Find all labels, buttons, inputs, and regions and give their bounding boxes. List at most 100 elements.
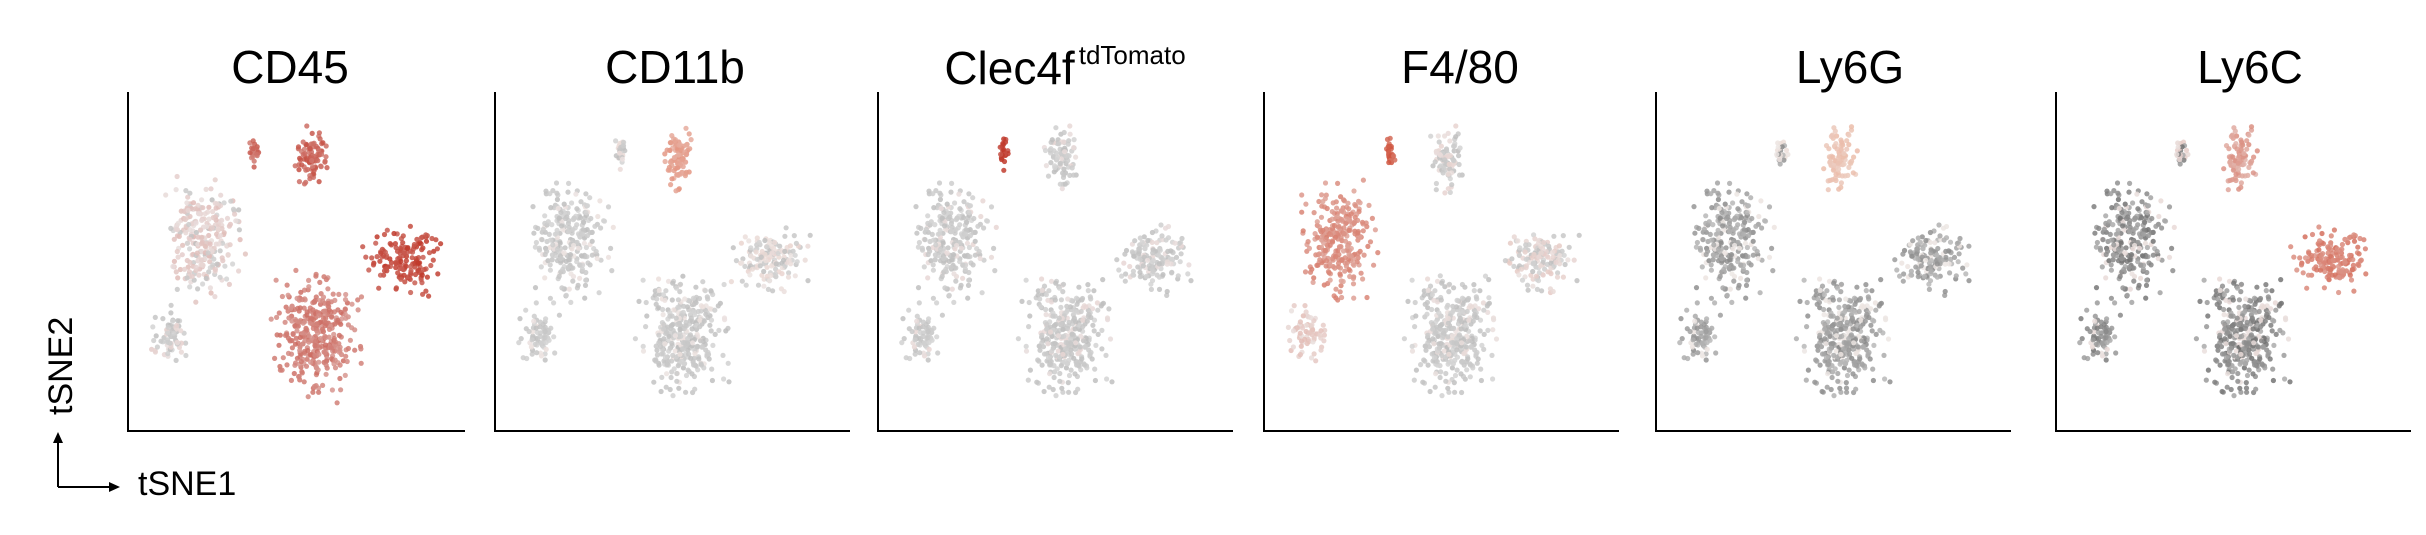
- scatter-point: [1758, 198, 1764, 204]
- scatter-point: [1821, 312, 1827, 318]
- scatter-point: [1745, 233, 1751, 239]
- scatter-point: [1538, 250, 1544, 256]
- scatter-point: [2135, 222, 2141, 228]
- scatter-point: [1464, 367, 1470, 373]
- scatter-point: [656, 287, 662, 293]
- scatter-point: [1037, 347, 1043, 353]
- scatter-point: [1694, 300, 1700, 306]
- scatter-point: [1433, 371, 1439, 377]
- scatter-point: [299, 297, 305, 303]
- scatter-point: [705, 349, 711, 356]
- scatter-point: [1364, 224, 1370, 230]
- scatter-point: [587, 195, 593, 201]
- scatter-point: [1297, 319, 1303, 325]
- scatter-point: [568, 271, 574, 277]
- scatter-point: [1703, 213, 1709, 219]
- scatter-point: [1724, 292, 1730, 298]
- scatter-point: [313, 338, 319, 344]
- scatter-point: [1934, 252, 1940, 258]
- scatter-point: [1046, 288, 1052, 294]
- scatter-point: [2138, 275, 2144, 281]
- scatter-point: [574, 259, 580, 265]
- scatter-point: [309, 130, 315, 136]
- scatter-point: [610, 224, 616, 230]
- scatter-point: [1314, 262, 1320, 268]
- scatter-point: [939, 215, 945, 221]
- scatter-point: [1445, 385, 1451, 391]
- scatter-point: [1043, 306, 1049, 313]
- scatter-point: [688, 355, 694, 361]
- scatter-point: [932, 222, 938, 228]
- scatter-point: [1065, 158, 1071, 164]
- scatter-point: [1699, 340, 1705, 346]
- scatter-point: [1058, 304, 1064, 310]
- scatter-point: [280, 355, 286, 361]
- scatter-point: [1423, 347, 1429, 353]
- scatter-point: [1960, 265, 1966, 271]
- scatter-point: [570, 278, 576, 284]
- scatter-point: [1302, 269, 1309, 275]
- scatter-point: [670, 327, 676, 334]
- scatter-point: [988, 204, 995, 210]
- scatter-point: [1571, 257, 1577, 263]
- scatter-point: [1844, 138, 1850, 144]
- scatter-point: [2145, 233, 2151, 239]
- scatter-point: [597, 198, 603, 204]
- scatter-point: [916, 239, 923, 246]
- scatter-point: [2107, 231, 2113, 237]
- scatter-point: [1839, 333, 1845, 339]
- scatter-point: [948, 189, 954, 195]
- scatter-point: [1485, 327, 1491, 333]
- scatter-point: [1445, 315, 1451, 321]
- scatter-point: [1148, 281, 1154, 287]
- scatter-point: [771, 245, 777, 251]
- scatter-point: [2136, 282, 2142, 288]
- scatter-point: [1943, 248, 1949, 254]
- scatter-point: [1291, 303, 1297, 309]
- scatter-point: [1486, 277, 1492, 283]
- scatter-point: [1698, 319, 1704, 325]
- scatter-point: [1409, 343, 1415, 349]
- scatter-point: [978, 213, 984, 220]
- scatter-point: [1691, 204, 1697, 210]
- scatter-point: [617, 166, 623, 172]
- scatter-point: [1770, 268, 1776, 274]
- scatter-point: [1119, 273, 1125, 279]
- scatter-point: [1154, 240, 1160, 246]
- scatter-point: [1943, 254, 1949, 260]
- scatter-point: [1085, 288, 1091, 294]
- scatter-point: [1754, 248, 1760, 255]
- scatter-point: [2162, 218, 2168, 224]
- scatter-point: [692, 351, 698, 357]
- scatter-point: [653, 301, 659, 307]
- scatter-point: [1511, 234, 1517, 240]
- scatter-point: [174, 248, 180, 255]
- scatter-point: [1439, 327, 1445, 334]
- scatter-point: [296, 167, 302, 173]
- scatter-point: [1844, 343, 1850, 349]
- scatter-point: [323, 358, 329, 364]
- scatter-point: [1855, 344, 1862, 350]
- scatter-point: [2093, 285, 2100, 291]
- scatter-point: [325, 286, 331, 292]
- scatter-point: [980, 198, 986, 204]
- scatter-point: [1481, 307, 1487, 313]
- scatter-point: [805, 243, 811, 249]
- scatter-point: [930, 262, 936, 268]
- scatter-point: [1881, 352, 1887, 358]
- scatter-point: [1369, 215, 1375, 221]
- scatter-point: [423, 232, 429, 238]
- scatter-point: [765, 286, 772, 292]
- scatter-point: [195, 286, 201, 292]
- scatter-point: [675, 297, 682, 303]
- scatter-point: [279, 367, 285, 373]
- scatter-point: [322, 342, 328, 348]
- scatter-point: [1738, 275, 1744, 281]
- scatter-point: [1062, 149, 1068, 155]
- scatter-point: [1047, 329, 1054, 335]
- scatter-point: [792, 252, 798, 258]
- scatter-point: [1915, 256, 1921, 262]
- scatter-point: [991, 245, 997, 251]
- scatter-point: [677, 351, 683, 357]
